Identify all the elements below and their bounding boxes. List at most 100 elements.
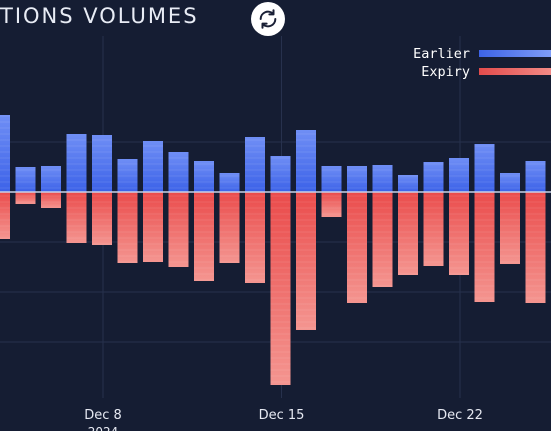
bar-earlier-rect [168, 152, 189, 192]
bar-expiry [41, 192, 61, 208]
x-tick-label: Dec 8 [84, 408, 122, 423]
bar-expiry [321, 192, 342, 217]
bar-earlier-rect [372, 165, 393, 192]
bar-expiry [372, 192, 393, 287]
bar-earlier [423, 162, 444, 192]
bar-expiry-rect [41, 192, 61, 208]
bar-earlier [347, 166, 367, 192]
bar-earlier [219, 173, 240, 192]
bar-earlier [321, 166, 342, 192]
bar-expiry [117, 192, 138, 263]
bar-expiry [143, 192, 163, 262]
bar-earlier-rect [143, 141, 163, 192]
bar-expiry [347, 192, 367, 303]
x-tick-label: Dec 22 [437, 408, 483, 423]
bar-expiry-rect [219, 192, 240, 263]
bar-earlier-rect [449, 158, 469, 192]
legend-label-expiry: Expiry [421, 63, 470, 80]
bar-earlier-rect [321, 166, 342, 192]
bar-expiry-rect [143, 192, 163, 262]
bar-expiry [92, 192, 112, 245]
bar-earlier [66, 134, 87, 192]
bar-earlier-rect [15, 167, 36, 192]
bar-expiry-rect [347, 192, 367, 303]
bar-earlier-rect [423, 162, 444, 192]
bar-expiry [66, 192, 87, 243]
bar-earlier [92, 135, 112, 192]
legend-item-expiry[interactable]: Expiry [391, 63, 551, 80]
bar-expiry-rect [245, 192, 265, 283]
legend-swatch-expiry [479, 68, 551, 75]
legend-item-earlier[interactable]: Earlier [391, 45, 551, 62]
bar-expiry-rect [0, 192, 10, 239]
bar-expiry-rect [398, 192, 418, 275]
bar-expiry-rect [66, 192, 87, 243]
bar-earlier [474, 144, 495, 192]
refresh-icon [259, 9, 277, 29]
bar-earlier-rect [347, 166, 367, 192]
bar-earlier [168, 152, 189, 192]
legend-swatch-earlier [479, 50, 551, 57]
bar-expiry [449, 192, 469, 275]
bar-earlier-rect [0, 115, 10, 192]
bar-earlier-rect [296, 130, 316, 192]
bar-earlier-rect [117, 159, 138, 192]
bar-expiry [398, 192, 418, 275]
bar-expiry-rect [449, 192, 469, 275]
bar-expiry [15, 192, 36, 204]
bar-earlier [117, 159, 138, 192]
chart-title: TIONS VOLUMES [0, 4, 199, 28]
x-tick-label: Dec 15 [259, 408, 305, 423]
bar-earlier [500, 173, 520, 192]
legend-label-earlier: Earlier [413, 45, 470, 62]
bar-expiry [525, 192, 546, 303]
bar-expiry [194, 192, 214, 281]
bar-expiry-rect [296, 192, 316, 330]
bar-expiry-rect [270, 192, 291, 385]
bar-expiry-rect [500, 192, 520, 264]
bar-earlier-rect [66, 134, 87, 192]
bars [0, 115, 546, 385]
bar-earlier-rect [92, 135, 112, 192]
bar-earlier [245, 137, 265, 192]
bar-expiry-rect [117, 192, 138, 263]
bar-expiry [270, 192, 291, 385]
bar-expiry [296, 192, 316, 330]
bar-expiry [219, 192, 240, 263]
bar-earlier-rect [219, 173, 240, 192]
bar-earlier-rect [270, 156, 291, 192]
bar-earlier [296, 130, 316, 192]
bar-expiry-rect [372, 192, 393, 287]
bar-earlier [270, 156, 291, 192]
bar-earlier-rect [525, 161, 546, 192]
bar-expiry-rect [321, 192, 342, 217]
bar-earlier [525, 161, 546, 192]
x-tick-year-label: 2024 [88, 425, 119, 431]
bar-expiry-rect [92, 192, 112, 245]
bar-earlier [143, 141, 163, 192]
bar-earlier-rect [194, 161, 214, 192]
bar-earlier-rect [41, 166, 61, 192]
bar-expiry-rect [423, 192, 444, 266]
bar-earlier [15, 167, 36, 192]
bar-expiry [500, 192, 520, 264]
bar-earlier [41, 166, 61, 192]
bar-expiry-rect [15, 192, 36, 204]
bar-expiry [168, 192, 189, 267]
refresh-button[interactable] [251, 2, 285, 36]
bar-expiry [474, 192, 495, 302]
bar-earlier-rect [398, 175, 418, 192]
bar-earlier [398, 175, 418, 192]
bar-expiry [0, 192, 10, 239]
bar-earlier [449, 158, 469, 192]
bar-earlier-rect [474, 144, 495, 192]
bar-earlier [0, 115, 10, 192]
bar-earlier [372, 165, 393, 192]
bar-earlier-rect [500, 173, 520, 192]
bar-expiry-rect [194, 192, 214, 281]
bar-expiry-rect [525, 192, 546, 303]
bar-expiry-rect [168, 192, 189, 267]
bar-earlier-rect [245, 137, 265, 192]
bar-earlier [194, 161, 214, 192]
